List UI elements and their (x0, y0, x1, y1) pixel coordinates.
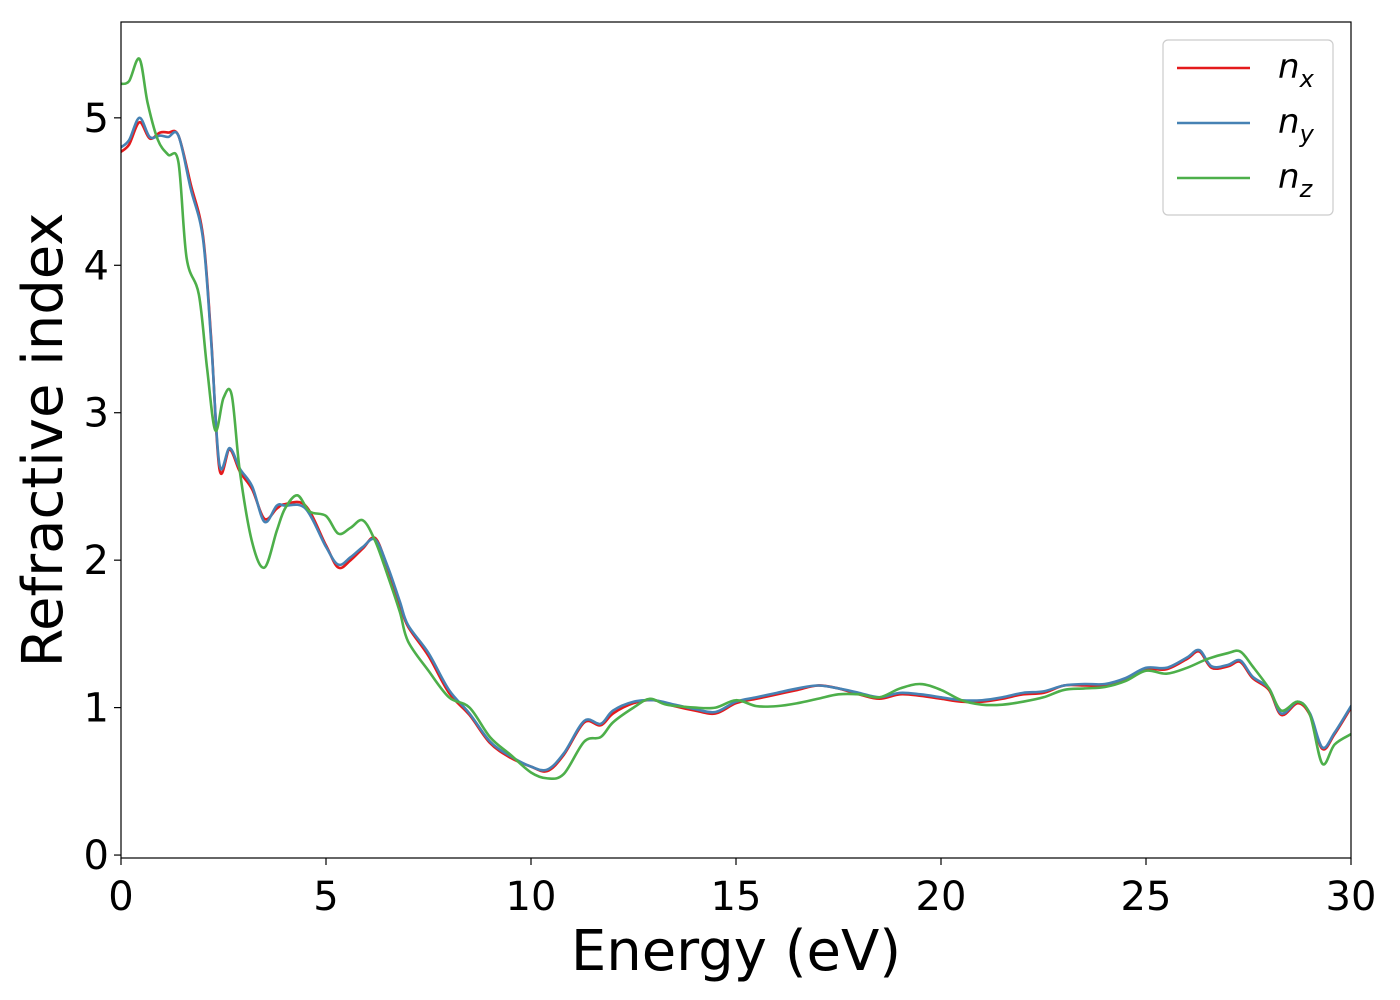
x-tick-label: 5 (313, 874, 338, 920)
y-tick-label: 3 (84, 391, 109, 437)
y-tick-label: 1 (84, 686, 109, 732)
legend-label-subscript: y (1299, 120, 1315, 148)
x-tick-label: 15 (711, 874, 762, 920)
legend-box (1162, 39, 1334, 216)
legend-label-base: n (1278, 47, 1300, 87)
y-axis-label: Refractive index (11, 213, 76, 668)
series-layer (121, 57, 1351, 781)
legend-label-base: n (1278, 157, 1300, 197)
y-tick-label: 0 (84, 833, 109, 879)
x-axis-label: Energy (eV) (571, 919, 901, 984)
y-tick-label: 4 (84, 243, 109, 289)
x-tick-label: 25 (1121, 874, 1172, 920)
x-tick-label: 20 (916, 874, 967, 920)
y-tick-label: 5 (84, 96, 109, 142)
legend-label-z: nz (1278, 157, 1314, 203)
x-tick-label: 0 (108, 874, 133, 920)
legend-label-y: ny (1278, 102, 1315, 148)
legend-label-x: nx (1278, 47, 1315, 93)
series-line-z (121, 57, 1351, 781)
y-tick-label: 2 (84, 538, 109, 584)
x-tick-label: 10 (506, 874, 557, 920)
x-tick-label: 30 (1326, 874, 1377, 920)
y-axis-ticks: 0 1 2 3 4 5 (84, 96, 121, 879)
legend-label-subscript: z (1299, 175, 1314, 203)
legend-label-subscript: x (1299, 65, 1315, 93)
x-axis-ticks: 0 5 10 15 20 25 30 (108, 858, 1376, 920)
legend-label-base: n (1278, 102, 1300, 142)
